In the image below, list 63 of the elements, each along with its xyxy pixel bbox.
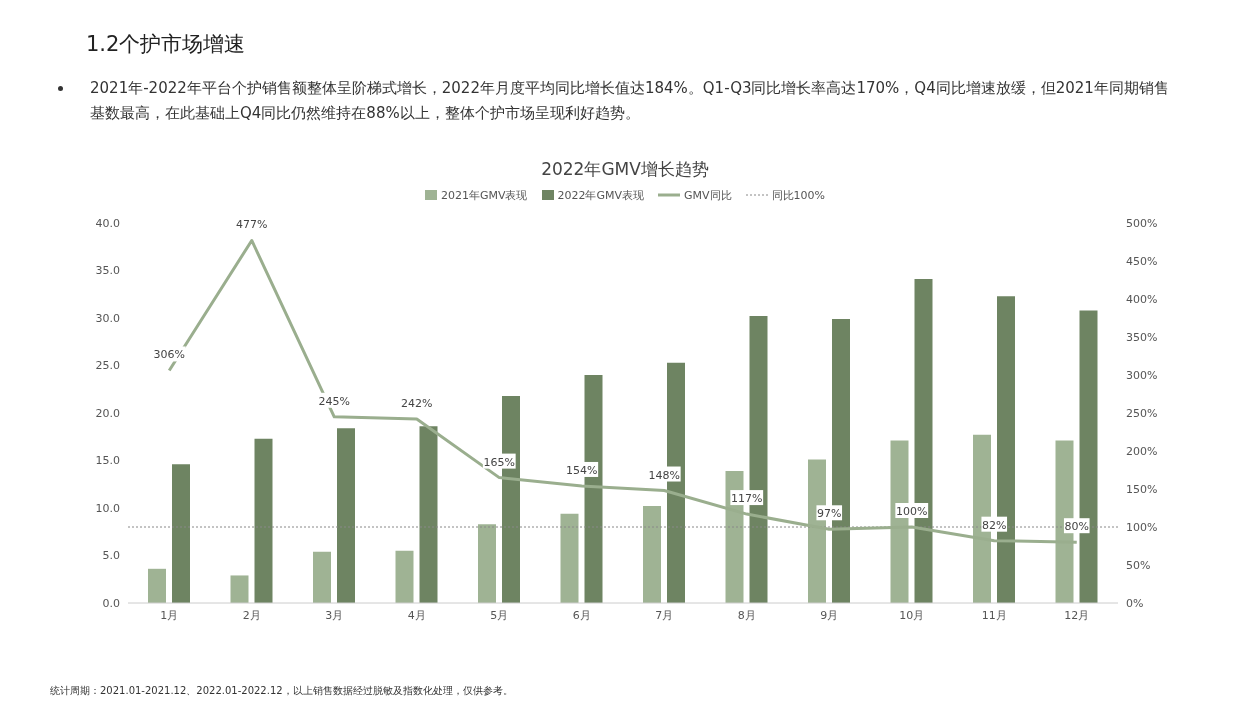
legend-label: GMV同比 (683, 187, 732, 203)
bar (337, 428, 355, 603)
x-tick-label: 4月 (407, 608, 426, 622)
y2-tick-label: 200% (1126, 444, 1158, 458)
x-tick-label: 6月 (572, 608, 591, 622)
text: 统计周期：2021.01-2021.12、2022.01-2022.12，以上销售数据经过脱敏及指数化处理，仅供参考。 (50, 684, 513, 698)
y2-tick-label: 250% (1126, 406, 1158, 420)
y-tick-label: 15.0 (95, 454, 120, 468)
data-label: 154% (566, 463, 598, 477)
data-label: 80% (1064, 520, 1089, 534)
bar (172, 464, 190, 603)
y-tick-label: 30.0 (95, 311, 120, 325)
text: 2021年-2022年平台个护销售额整体呈阶梯式增长，2022年月度平均同比增长值达184%。Q1-Q3同比增长率高达170%，Q4同比增速放缓，但2021年同期销售基数最高，在此基础上Q4同比仍然维持在88%以上，整体个护市场呈现利好趋势。 (90, 78, 1170, 124)
data-label: 117% (731, 492, 763, 506)
y-tick-label: 25.0 (95, 359, 120, 373)
y2-tick-label: 450% (1126, 254, 1158, 268)
y-tick-label: 10.0 (95, 501, 120, 515)
x-tick-label: 3月 (325, 608, 344, 622)
data-label: 100% (896, 505, 928, 518)
y-tick-label: 0.0 (102, 596, 120, 610)
x-tick-label: 1月 (160, 608, 179, 622)
x-tick-label: 2月 (242, 608, 261, 622)
y2-tick-label: 150% (1126, 482, 1158, 496)
x-tick-label: 11月 (981, 608, 1007, 622)
y2-tick-label: 100% (1126, 520, 1158, 534)
data-label: 97% (817, 507, 842, 521)
y2-tick-label: 50% (1126, 558, 1151, 572)
bar (148, 568, 166, 603)
bar (560, 513, 579, 603)
data-label: 165% (483, 455, 515, 469)
x-tick-label: 5月 (490, 608, 509, 622)
data-label: 306% (153, 348, 185, 362)
legend-label: 2022年GMV表现 (556, 187, 645, 203)
data-label: 245% (318, 394, 350, 408)
legend-label: 同比100% (770, 187, 826, 203)
x-tick-label: 10月 (899, 608, 925, 622)
y-tick-label: 35.0 (95, 264, 120, 278)
bar (478, 524, 496, 603)
x-tick-label: 8月 (737, 608, 756, 622)
bar (254, 438, 273, 603)
y-tick-label: 5.0 (102, 549, 120, 563)
text: 1.2个护市场增速 (86, 31, 246, 58)
bar (643, 506, 661, 603)
x-tick-label: 9月 (820, 608, 839, 622)
data-label: 148% (648, 468, 680, 482)
chart-title: 2022年GMV增长趋势 (540, 158, 710, 181)
bar (419, 426, 438, 603)
y-tick-label: 40.0 (95, 216, 120, 230)
x-tick-label: 7月 (655, 608, 674, 622)
bar (230, 575, 249, 603)
y2-tick-label: 300% (1126, 368, 1158, 382)
y2-tick-label: 0% (1126, 596, 1144, 610)
y2-tick-label: 500% (1126, 216, 1158, 230)
y-tick-label: 20.0 (95, 406, 120, 420)
bar (313, 551, 331, 603)
data-label: 82% (982, 518, 1007, 532)
bar (395, 550, 414, 603)
y2-tick-label: 350% (1126, 330, 1158, 344)
data-label: 242% (401, 397, 433, 411)
legend-label: 2021年GMV表现 (439, 187, 528, 203)
y2-tick-label: 400% (1126, 292, 1158, 306)
data-label: 477% (236, 218, 268, 232)
x-tick-label: 12月 (1064, 608, 1090, 622)
